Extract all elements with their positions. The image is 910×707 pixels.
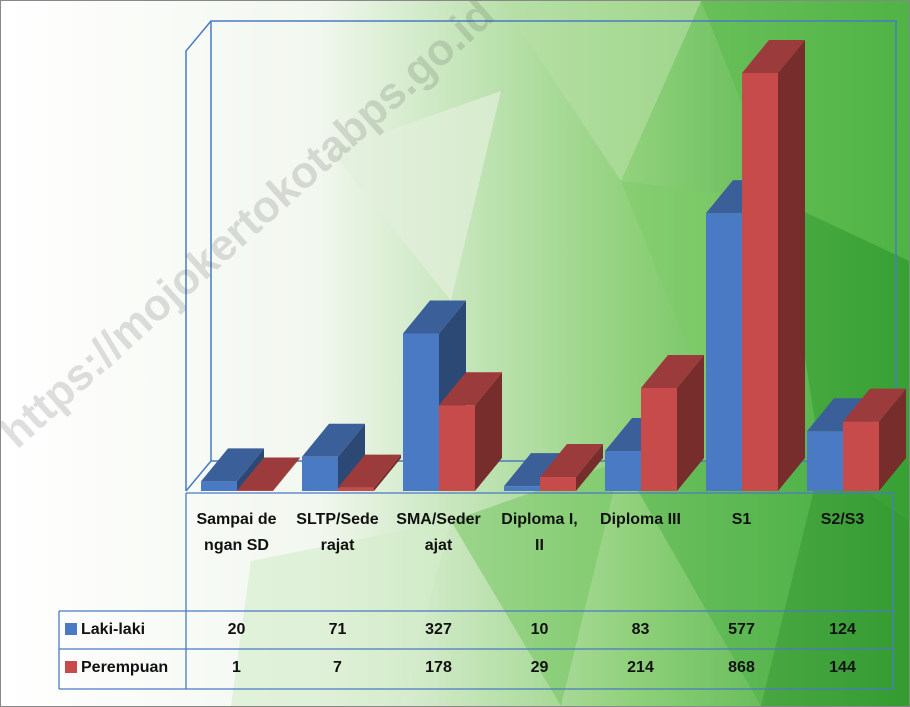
bar-front <box>302 456 338 491</box>
data-table-value: 178 <box>425 659 452 676</box>
bar-front <box>201 481 237 491</box>
bar-top <box>807 398 870 432</box>
data-table-value: 1 <box>232 659 241 676</box>
bar-side <box>576 444 603 491</box>
bar-front <box>807 431 843 491</box>
data-table-value: 7 <box>333 659 342 676</box>
bar-side <box>778 40 805 491</box>
category-label: S2/S3 <box>820 511 865 528</box>
bar-top <box>403 300 466 334</box>
bar-side <box>677 354 704 491</box>
bar-side <box>273 457 300 491</box>
bar-top <box>843 388 906 422</box>
bar-front <box>605 451 641 491</box>
data-table-value: 124 <box>829 621 856 638</box>
legend-entry: Perempuan <box>59 649 186 687</box>
bar-front <box>338 487 374 491</box>
data-table-value: 577 <box>728 621 755 638</box>
category-label: SLTP/Sederajat <box>296 511 379 554</box>
data-table-value: 83 <box>631 621 650 638</box>
legend-key <box>65 623 77 635</box>
legend-key <box>65 661 77 673</box>
bar-front <box>706 213 742 492</box>
bar <box>742 40 805 491</box>
bar <box>237 457 300 491</box>
data-table-value: 868 <box>728 659 755 676</box>
category-label: SMA/Sederajat <box>396 511 481 554</box>
bar-front <box>641 387 677 491</box>
data-table-value: 327 <box>425 621 452 638</box>
bar-top <box>201 448 264 482</box>
bar-front <box>742 73 778 491</box>
legend-label: Perempuan <box>81 659 169 676</box>
legend-label: Laki-laki <box>81 621 146 638</box>
bar-side <box>338 423 365 491</box>
bar-front <box>403 333 439 491</box>
data-table-value: 29 <box>530 659 549 676</box>
category-label: Diploma I, II <box>501 511 578 554</box>
data-table-value: 214 <box>627 659 654 676</box>
bar-side <box>475 372 502 491</box>
category-label: S1 <box>731 511 752 528</box>
bar-top <box>237 457 300 491</box>
bar-top <box>540 444 603 478</box>
data-table-value: 144 <box>829 659 856 676</box>
category-label: Diploma III <box>600 511 681 528</box>
legend-entry: Laki-laki <box>59 611 186 649</box>
bar-front <box>439 405 475 491</box>
bar-side <box>237 448 264 491</box>
bar-top <box>302 423 365 457</box>
bar-top <box>504 453 567 487</box>
bar <box>540 444 603 491</box>
data-table-value: 10 <box>530 621 549 638</box>
bar-top <box>439 372 502 406</box>
bar-front <box>843 421 879 491</box>
bar-top <box>742 40 805 73</box>
bar <box>201 448 264 491</box>
bar <box>302 423 365 491</box>
bar-side <box>374 454 401 491</box>
bar-top <box>641 354 704 388</box>
data-table-value: 71 <box>328 621 347 638</box>
bar <box>338 454 401 491</box>
bar <box>843 388 906 491</box>
bar-front <box>540 477 576 491</box>
bar-front <box>504 486 540 491</box>
bar-side <box>879 388 906 491</box>
bar <box>439 372 502 491</box>
category-label: Sampai dengan SD <box>196 511 277 554</box>
data-table-grid <box>58 492 894 690</box>
bar <box>641 354 704 491</box>
bar-top <box>338 454 401 488</box>
data-table-value: 20 <box>227 621 246 638</box>
